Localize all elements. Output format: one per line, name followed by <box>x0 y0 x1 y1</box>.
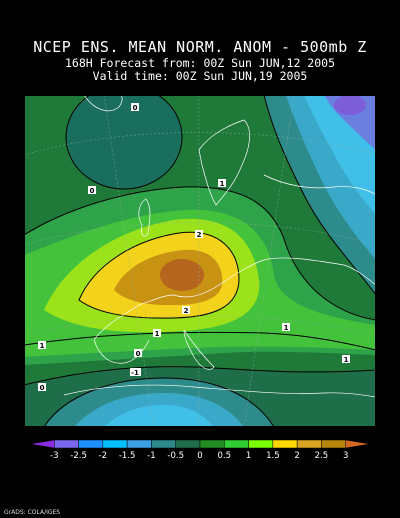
colorbar-swatches <box>29 439 371 449</box>
map-title: NCEP ENS. MEAN NORM. ANOM - 500mb Z <box>33 38 367 56</box>
contour-line <box>78 231 240 319</box>
credit: GrADS: COLA/IGES <box>4 509 61 516</box>
contour-label: 1 <box>38 341 46 350</box>
contour-label: 1 <box>342 355 350 364</box>
colorbar-tick-label: 2 <box>294 451 299 461</box>
contour-line <box>263 95 376 296</box>
contour-label: 2 <box>182 306 190 315</box>
colorbar-tick-label: -1.5 <box>119 451 136 461</box>
contour-line <box>24 366 376 386</box>
contour-label: 0 <box>134 349 142 358</box>
contour-label: 0 <box>88 186 96 195</box>
contour-label: 1 <box>282 323 290 332</box>
colorbar-tick-label: -1 <box>147 451 155 461</box>
svg-text:-1: -1 <box>131 369 139 377</box>
colorbar-swatch <box>102 439 128 449</box>
colorbar-swatch <box>29 439 55 449</box>
colorbar: -3 -2.5 -2 -1.5 -1 -0.5 0 0.5 1 1.5 2 2.5 3 <box>29 439 371 461</box>
colorbar-swatch <box>224 439 249 449</box>
colorbar-tick-label: 1 <box>246 451 251 461</box>
field-neg-south-4 <box>104 405 214 427</box>
contour-labels: 0 0 1 2 2 1 1 1 0 -1 1 1 0 <box>38 103 350 392</box>
colorbar-swatch <box>199 439 225 449</box>
coastline-russia <box>263 174 376 196</box>
coastline-iberia <box>93 339 150 364</box>
contour-label: 2 <box>195 230 203 239</box>
colorbar-ticks: -3 -2.5 -2 -1.5 -1 -0.5 0 0.5 1 1.5 2 2.5 3 <box>50 451 348 461</box>
contour-line <box>43 377 275 427</box>
graticule-line <box>24 132 376 156</box>
svg-text:1: 1 <box>344 356 349 364</box>
colorbar-tick-label: 2.5 <box>315 451 329 461</box>
field-neg-west <box>66 95 182 189</box>
colorbar-swatch <box>78 439 104 449</box>
colorbar-tick-label: 1.5 <box>266 451 280 461</box>
colorbar-swatch <box>321 439 346 449</box>
coastline-british-isles <box>138 198 151 237</box>
colorbar-swatch <box>248 439 274 449</box>
colorbar-swatch <box>296 439 322 449</box>
graticule-line <box>24 222 376 246</box>
colorbar-swatch <box>151 439 176 449</box>
map-frame <box>24 95 376 427</box>
colorbar-tick-label: 0 <box>197 451 202 461</box>
valid-time-line: Valid time: 00Z Sun JUN,19 2005 <box>92 69 308 83</box>
svg-text:2: 2 <box>184 307 189 315</box>
anomaly-map: 0 0 1 2 2 1 1 1 0 -1 1 1 0 <box>24 95 376 427</box>
svg-text:0: 0 <box>40 384 45 392</box>
colorbar-tick-label: -2.5 <box>70 451 87 461</box>
colorbar-swatch <box>126 439 152 449</box>
field-pos-6 <box>160 259 204 291</box>
colorbar-swatch <box>272 439 298 449</box>
colorbar-tick-label: -3 <box>50 451 58 461</box>
coastline-scandinavia <box>198 119 250 206</box>
svg-text:2: 2 <box>197 231 202 239</box>
contour-label: 1 <box>153 329 161 338</box>
svg-text:0: 0 <box>90 187 95 195</box>
colorbar-tick-label: -2 <box>99 451 107 461</box>
colorbar-tick-label: 3 <box>343 451 348 461</box>
coastline-italy <box>183 329 215 370</box>
svg-text:1: 1 <box>155 330 160 338</box>
colorbar-swatch <box>175 439 201 449</box>
contour-label: 1 <box>218 179 226 188</box>
contour-line <box>65 95 183 190</box>
contour-line <box>24 331 376 351</box>
forecast-line: 168H Forecast from: 00Z Sun JUN,12 2005 <box>64 56 336 70</box>
colorbar-tick-label: -0.5 <box>167 451 184 461</box>
contour-label: 0 <box>131 103 139 112</box>
coastline-europe <box>93 257 376 341</box>
colorbar-tick-label: 0.5 <box>218 451 232 461</box>
colorbar-swatch <box>345 439 371 449</box>
coastline-africa <box>63 384 376 398</box>
svg-text:1: 1 <box>220 180 225 188</box>
coastline-greenland <box>83 95 123 112</box>
graticule-line <box>24 316 376 336</box>
field-neg-east-5 <box>334 95 366 115</box>
contour-label: -1 <box>130 368 141 377</box>
svg-text:1: 1 <box>284 324 289 332</box>
svg-text:0: 0 <box>133 104 138 112</box>
svg-text:0: 0 <box>136 350 141 358</box>
contour-line <box>24 186 376 321</box>
svg-text:1: 1 <box>40 342 45 350</box>
contour-label: 0 <box>38 383 46 392</box>
colorbar-swatch <box>54 439 79 449</box>
